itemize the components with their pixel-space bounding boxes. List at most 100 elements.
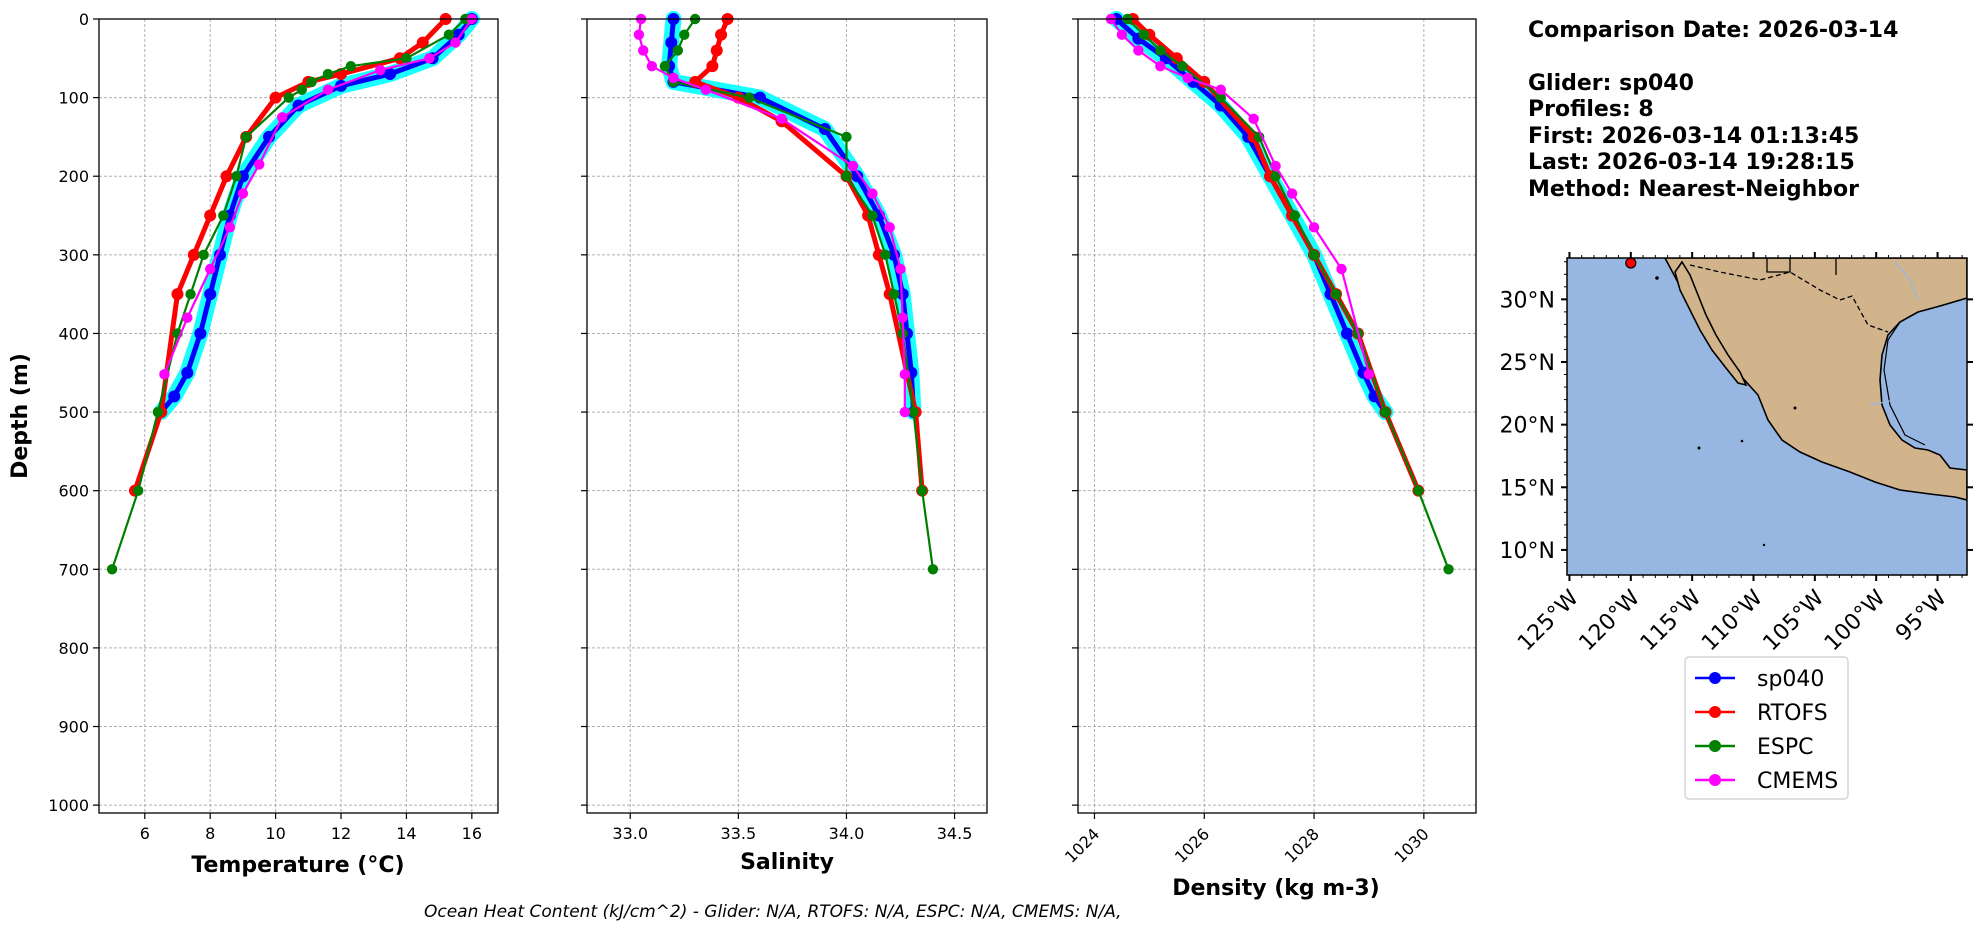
salinity-espc-point <box>841 131 852 143</box>
legend-box <box>1684 656 1849 800</box>
density-cmems-point <box>1215 84 1226 95</box>
temperature-espc-point <box>306 76 317 88</box>
ohc-footer: Ocean Heat Content (kJ/cm^2) - Glider: N… <box>424 902 1122 922</box>
density-sp040-spread <box>1108 11 1394 421</box>
temperature-rtofs-point <box>204 209 217 222</box>
temperature-axes-frame <box>98 18 499 814</box>
salinity-rtofs-point <box>715 28 728 41</box>
x-tick-label: 1024 <box>1061 824 1103 866</box>
salinity-espc-point <box>659 60 671 72</box>
temperature-espc-point <box>401 53 412 64</box>
density-espc-point <box>1443 564 1454 575</box>
lat-tick-label: 25°N <box>1500 351 1555 376</box>
info-block: Comparison Date: 2026-03-14 Glider: sp04… <box>1528 18 1898 202</box>
density-sp040-point <box>1340 327 1353 340</box>
lat-tick-label: 15°N <box>1500 476 1555 501</box>
salinity-x-ticks: 33.0 33.5 34.0 34.5 <box>612 813 972 843</box>
legend-marker <box>1709 706 1721 718</box>
x-tick-label: 33.5 <box>721 824 757 843</box>
salinity-cmems-point <box>847 160 859 172</box>
method-text: Method: Nearest-Neighbor <box>1528 177 1859 202</box>
temperature-cmems-point <box>204 263 216 275</box>
x-tick-label: 34.5 <box>937 824 973 843</box>
glider-name: Glider: sp040 <box>1528 71 1694 96</box>
x-tick-label: 6 <box>140 824 150 843</box>
density-x-label: Density (kg m-3) <box>1172 876 1380 901</box>
salinity-espc-point <box>888 288 900 300</box>
temperature-espc-point <box>345 60 357 72</box>
temperature-espc-point <box>218 210 229 221</box>
salinity-espc-point <box>672 45 684 56</box>
temperature-espc-point <box>240 131 252 143</box>
temperature-sp040-point <box>194 327 207 340</box>
density-espc-point <box>1308 249 1320 261</box>
density-espc-point <box>1177 60 1188 72</box>
density-cmems-point <box>1116 29 1128 40</box>
map-island <box>1740 439 1744 443</box>
salinity-x-label: Salinity <box>740 850 834 875</box>
temperature-sp040-point <box>168 390 181 403</box>
legend-items: sp040 RTOFS ESPC CMEMS <box>1695 667 1838 794</box>
legend: sp040 RTOFS ESPC CMEMS <box>1684 656 1849 800</box>
map-border <box>1689 264 1889 333</box>
y-tick-label: 700 <box>58 560 89 579</box>
y-tick-label: 1000 <box>48 796 89 815</box>
density-cmems-point <box>1182 72 1193 84</box>
lat-tick-label: 30°N <box>1500 288 1555 313</box>
density-espc-point <box>1413 485 1424 496</box>
density-panel: 1024 1026 1028 1030 Density (kg m-3) <box>1061 11 1477 901</box>
salinity-espc-point <box>679 29 690 40</box>
y-tick-label: 900 <box>58 718 89 737</box>
y-tick-label: 400 <box>58 324 89 343</box>
map-gulf-coast <box>1883 321 1926 446</box>
map-state-border <box>1766 258 1837 275</box>
density-cmems-line <box>1110 18 1371 375</box>
salinity-cmems-point <box>633 29 645 40</box>
temperature-espc-point <box>231 171 242 182</box>
temperature-rtofs-point <box>187 248 200 261</box>
temperature-espc-point <box>322 68 334 80</box>
comparison-date: Comparison Date: 2026-03-14 <box>1528 18 1898 43</box>
salinity-cmems-point <box>899 406 911 418</box>
lon-tick-label: 105°W <box>1759 585 1830 656</box>
salinity-y-ticks <box>581 18 587 806</box>
legend-label: ESPC <box>1757 735 1814 760</box>
last-profile-time: Last: 2026-03-14 19:28:15 <box>1528 150 1855 175</box>
salinity-panel: 33.0 33.5 34.0 34.5 Salinity <box>581 11 988 875</box>
density-espc-point <box>1155 45 1166 56</box>
map-river <box>1869 261 1919 411</box>
map-island <box>1762 543 1766 547</box>
temperature-espc-point <box>133 485 144 496</box>
temperature-cmems-point <box>237 188 249 199</box>
salinity-espc-point <box>841 171 852 182</box>
x-tick-label: 14 <box>396 824 416 843</box>
temperature-sp040-point <box>384 68 397 81</box>
temperature-rtofs-point <box>220 170 233 183</box>
temperature-cmems-point <box>182 312 193 323</box>
density-cmems-point <box>1133 45 1144 56</box>
density-cmems-point <box>1248 113 1259 125</box>
legend-label: CMEMS <box>1757 769 1838 794</box>
lon-tick-label: 100°W <box>1820 585 1891 656</box>
temperature-x-ticks: 6 8 10 12 14 16 <box>140 813 482 843</box>
salinity-espc-point <box>880 249 891 261</box>
density-grid <box>1078 18 1476 813</box>
salinity-cmems-point <box>884 222 895 233</box>
temperature-panel: 6 8 10 12 14 16 0 100 200 300 400 500 600 700 800 900 1… <box>8 10 499 878</box>
salinity-espc-point <box>867 210 878 221</box>
salinity-espc-point <box>743 92 755 103</box>
x-tick-label: 1030 <box>1390 824 1432 866</box>
temperature-cmems-point <box>424 53 435 64</box>
density-espc-point <box>1270 171 1281 182</box>
x-tick-label: 16 <box>462 824 482 843</box>
profile-count: Profiles: 8 <box>1528 97 1654 122</box>
y-tick-label: 500 <box>58 403 89 422</box>
density-espc-point <box>1380 406 1391 418</box>
density-y-ticks <box>1072 18 1078 806</box>
temperature-espc-point <box>106 564 118 575</box>
map-baja <box>1674 260 1748 387</box>
density-axes-frame <box>1077 18 1477 814</box>
x-tick-label: 8 <box>205 824 215 843</box>
density-x-ticks: 1024 1026 1028 1030 <box>1061 813 1433 867</box>
